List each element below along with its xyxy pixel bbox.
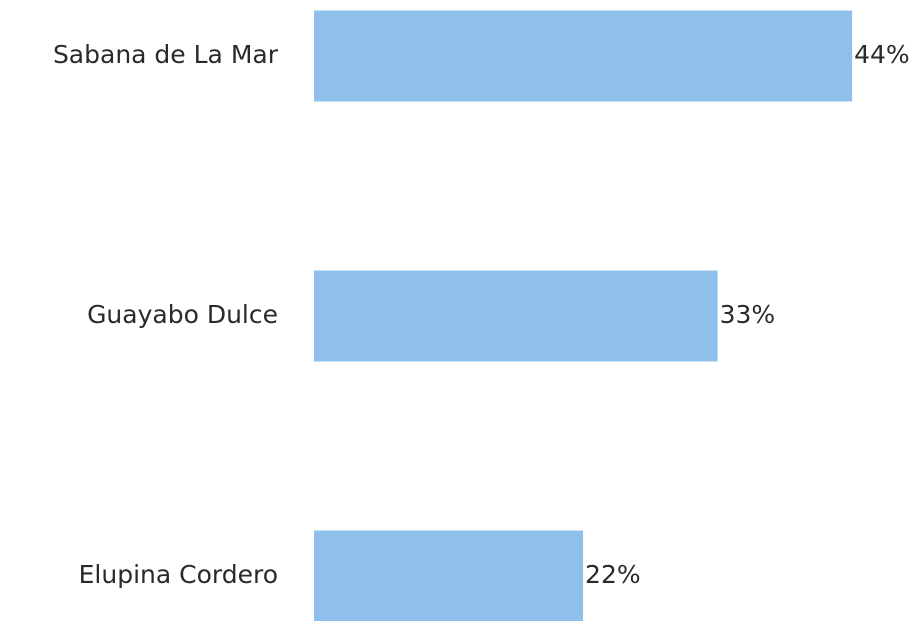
category-label: Elupina Cordero <box>79 560 278 589</box>
bar <box>314 10 853 102</box>
value-label: 44% <box>854 40 910 69</box>
value-label: 33% <box>720 300 776 329</box>
bar <box>314 270 718 362</box>
category-label: Guayabo Dulce <box>87 300 278 329</box>
bar <box>314 530 584 621</box>
value-label: 22% <box>585 560 641 589</box>
category-label: Sabana de La Mar <box>53 40 279 69</box>
